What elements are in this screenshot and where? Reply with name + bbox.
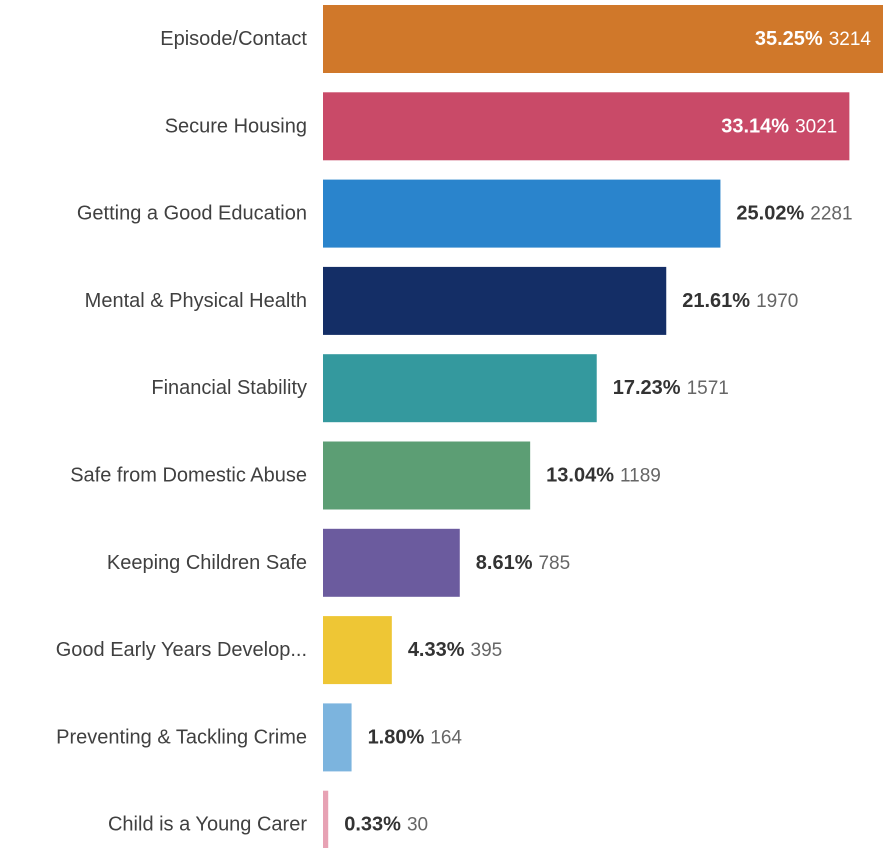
value-label: 8.61% 785 <box>476 552 570 574</box>
value-labels: 35.25% 3214 33.14% 3021 25.02% 2281 21.61% 1970… <box>344 28 871 836</box>
category-label: Keeping Children Safe <box>107 552 307 574</box>
category-label: Secure Housing <box>165 115 307 137</box>
category-label: Financial Stability <box>151 377 307 399</box>
count-label: 395 <box>471 640 503 661</box>
category-labels: Episode/Contact Secure Housing Getting a G… <box>56 28 308 836</box>
count-label: 785 <box>538 552 570 573</box>
bar <box>323 354 597 423</box>
category-label: Safe from Domestic Abuse <box>70 465 307 487</box>
count-label: 1571 <box>687 378 729 399</box>
value-label: 35.25% 3214 <box>755 28 872 50</box>
value-label: 17.23% 1571 <box>613 377 729 399</box>
category-label: Mental & Physical Health <box>85 290 307 312</box>
percent-label: 1.80% <box>368 726 425 748</box>
bar <box>323 92 850 161</box>
value-label: 33.14% 3021 <box>721 115 837 137</box>
bar <box>323 703 352 772</box>
percent-label: 8.61% <box>476 552 533 574</box>
bar <box>323 616 392 685</box>
percent-label: 33.14% <box>721 115 789 137</box>
count-label: 3021 <box>795 116 837 137</box>
count-label: 1189 <box>620 465 661 486</box>
bar <box>323 528 460 597</box>
value-label: 21.61% 1970 <box>682 290 798 312</box>
bar <box>323 5 883 73</box>
count-label: 1970 <box>756 290 798 311</box>
value-label: 13.04% 1189 <box>546 465 661 487</box>
bar <box>323 441 531 510</box>
value-label: 1.80% 164 <box>368 726 463 748</box>
percent-label: 0.33% <box>344 814 401 836</box>
count-label: 2281 <box>810 203 852 224</box>
category-label: Preventing & Tackling Crime <box>56 726 307 748</box>
category-label: Child is a Young Carer <box>108 814 307 836</box>
bar <box>323 179 721 248</box>
value-label: 25.02% 2281 <box>736 203 852 225</box>
category-label: Good Early Years Develop... <box>56 639 307 661</box>
value-label: 4.33% 395 <box>408 639 502 661</box>
percent-label: 21.61% <box>682 290 750 312</box>
count-label: 164 <box>430 727 462 748</box>
percent-label: 4.33% <box>408 639 465 661</box>
percent-label: 17.23% <box>613 377 681 399</box>
percent-label: 13.04% <box>546 465 614 487</box>
count-label: 3214 <box>829 29 872 50</box>
value-label: 0.33% 30 <box>344 814 428 836</box>
category-label: Getting a Good Education <box>77 203 307 225</box>
percent-label: 35.25% <box>755 28 823 50</box>
category-label: Episode/Contact <box>160 28 307 50</box>
count-label: 30 <box>407 814 428 835</box>
bars <box>323 5 883 848</box>
percent-label: 25.02% <box>736 203 804 225</box>
bar <box>323 790 329 848</box>
bar <box>323 266 667 335</box>
